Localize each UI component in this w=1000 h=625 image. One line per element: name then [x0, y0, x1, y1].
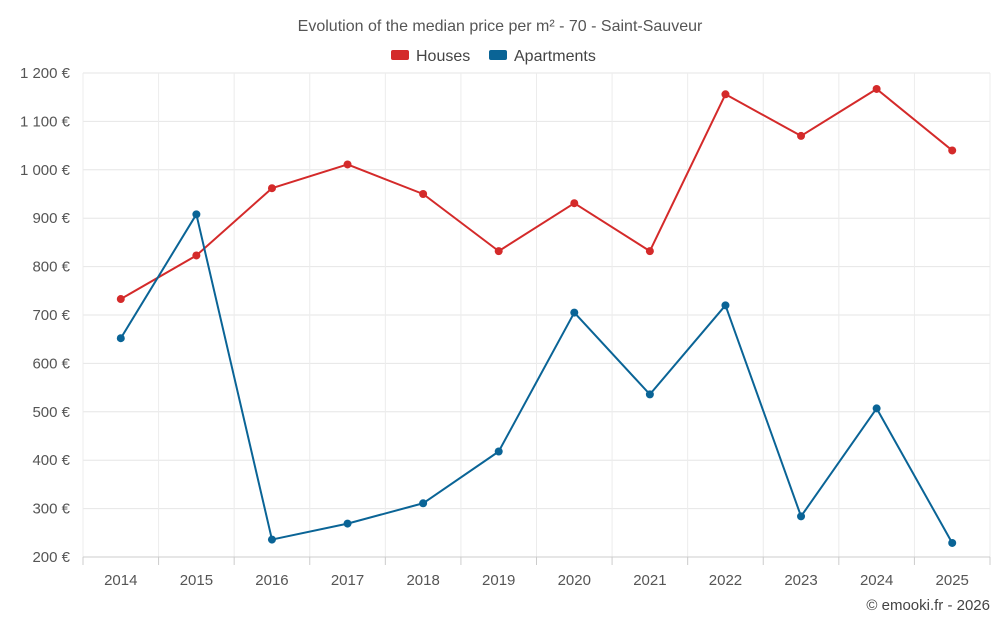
legend-swatch-houses — [391, 50, 409, 60]
x-axis: 2014 2015 2016 2017 2018 2019 2020 2021 2022 2023… — [82, 556, 991, 589]
legend-item-houses[interactable]: Houses — [391, 48, 470, 65]
x-tick-label: 2019 — [482, 572, 515, 589]
data-point-houses[interactable] — [645, 247, 654, 256]
data-point-apartments[interactable] — [645, 390, 654, 399]
data-point-apartments[interactable] — [192, 210, 201, 219]
data-point-houses[interactable] — [872, 84, 881, 93]
data-point-apartments[interactable] — [570, 308, 579, 317]
x-tick-label: 2021 — [633, 572, 666, 589]
series-line-apartments[interactable] — [119, 213, 954, 544]
series-group — [116, 84, 957, 547]
x-tick-label: 2015 — [180, 572, 213, 589]
y-tick-label: 600 € — [32, 355, 70, 372]
x-tick-label: 2022 — [709, 572, 742, 589]
y-tick-label: 700 € — [32, 307, 70, 324]
data-point-houses[interactable] — [419, 190, 428, 198]
data-point-apartments[interactable] — [797, 512, 806, 521]
data-point-apartments[interactable] — [872, 404, 881, 413]
data-point-houses[interactable] — [343, 160, 352, 169]
legend-item-apartments[interactable]: Apartments — [489, 48, 596, 65]
y-tick-label: 300 € — [32, 501, 70, 518]
data-point-apartments[interactable] — [948, 538, 957, 547]
data-point-houses[interactable] — [116, 295, 125, 304]
series-apartments — [116, 210, 957, 547]
x-tick-label: 2014 — [104, 572, 137, 589]
x-tick-label: 2018 — [406, 572, 439, 589]
y-tick-label: 1 200 € — [20, 65, 71, 82]
x-tick-label: 2020 — [558, 572, 591, 589]
y-tick-label: 1 100 € — [20, 113, 71, 130]
y-tick-label: 400 € — [32, 452, 70, 469]
x-tick-label: 2016 — [255, 572, 288, 589]
data-point-apartments[interactable] — [494, 447, 503, 456]
y-tick-label: 1 000 € — [20, 162, 71, 179]
x-tick-label: 2017 — [331, 572, 364, 589]
chart-title: Evolution of the median price per m² - 7… — [298, 18, 703, 35]
x-tick-label: 2025 — [936, 572, 969, 589]
data-point-apartments[interactable] — [267, 535, 276, 544]
legend-label-houses: Houses — [416, 48, 470, 65]
y-tick-label: 200 € — [32, 549, 70, 566]
x-tick-label: 2024 — [860, 572, 893, 589]
x-tick-label: 2023 — [784, 572, 817, 589]
y-tick-label: 500 € — [32, 404, 70, 421]
series-houses — [116, 84, 957, 304]
legend-label-apartments: Apartments — [514, 48, 596, 65]
data-point-houses[interactable] — [494, 247, 503, 256]
legend-swatch-apartments — [489, 50, 507, 60]
data-point-apartments[interactable] — [721, 301, 730, 310]
data-point-houses[interactable] — [721, 90, 730, 99]
credit-text: © emooki.fr - 2026 — [866, 597, 990, 614]
data-point-apartments[interactable] — [419, 499, 428, 508]
data-point-houses[interactable] — [948, 146, 957, 155]
y-tick-label: 800 € — [32, 259, 70, 276]
y-tick-label: 900 € — [32, 210, 70, 227]
data-point-houses[interactable] — [797, 131, 806, 140]
data-point-apartments[interactable] — [343, 519, 352, 528]
series-line-houses[interactable] — [120, 87, 953, 300]
data-point-houses[interactable] — [570, 199, 579, 208]
data-point-houses[interactable] — [267, 184, 276, 193]
legend: Houses Apartments — [391, 48, 596, 65]
y-axis: 200 € 300 € 400 € 500 € 600 € 700 € 800 € 900 €… — [20, 65, 71, 566]
data-point-houses[interactable] — [192, 251, 201, 260]
data-point-apartments[interactable] — [116, 334, 125, 343]
